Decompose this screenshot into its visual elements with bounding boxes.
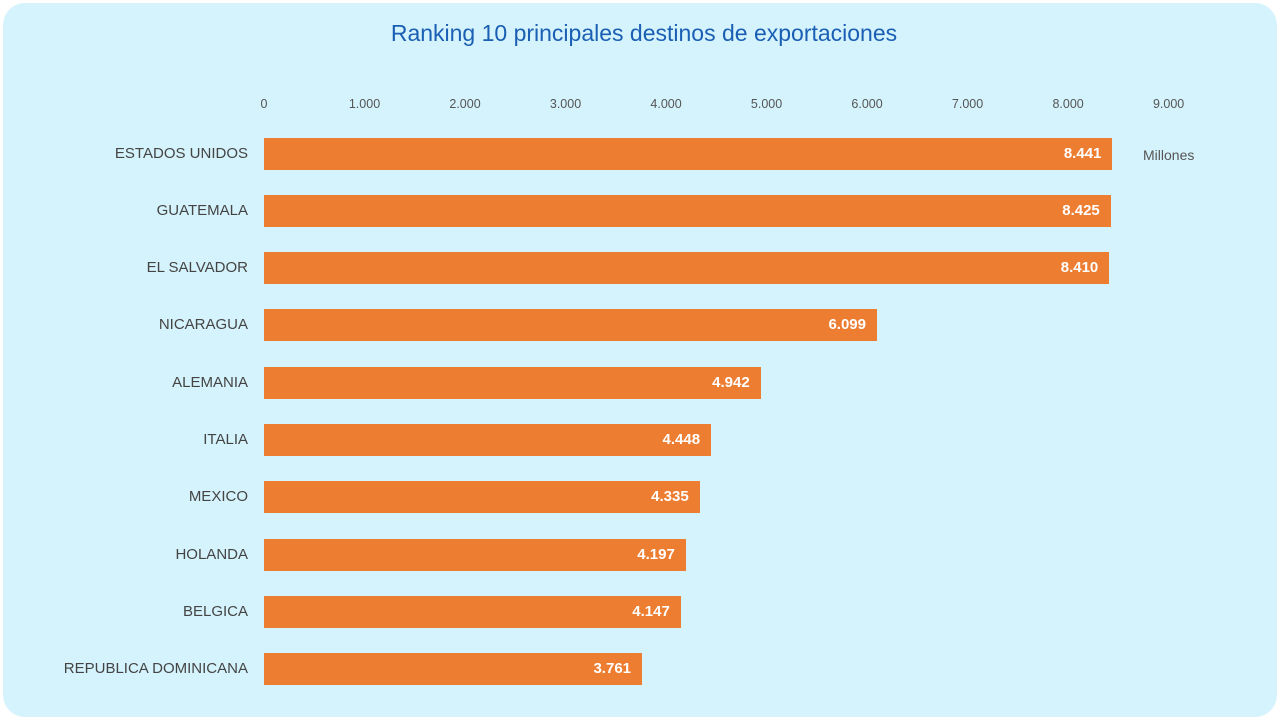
bar	[264, 194, 1111, 227]
category-label: ITALIA	[203, 431, 248, 449]
category-label: BELGICA	[182, 603, 248, 621]
bar	[264, 252, 1110, 285]
unit-label: Millones	[1143, 147, 1195, 163]
bar-value-label: 6.099	[828, 316, 866, 334]
x-tick-label: 0	[260, 97, 268, 111]
category-label: MEXICO	[188, 488, 248, 506]
bar	[264, 309, 877, 342]
x-tick-label: 7.000	[951, 97, 984, 111]
x-tick-label: 6.000	[851, 97, 883, 111]
bar-value-label: 4.335	[651, 488, 689, 506]
bar	[264, 137, 1113, 170]
chart-title: Ranking 10 principales destinos de expor…	[390, 20, 898, 46]
bar-value-label: 3.761	[593, 660, 632, 678]
category-label: EL SALVADOR	[146, 259, 248, 277]
bar-value-label: 4.197	[637, 545, 675, 563]
bar	[264, 424, 712, 457]
x-tick-label: 8.000	[1052, 97, 1084, 111]
x-tick-label: 2.000	[449, 97, 481, 111]
category-label: NICARAGUA	[158, 316, 248, 334]
category-label: ESTADOS UNIDOS	[114, 144, 248, 162]
x-tick-label: 3.000	[549, 97, 582, 111]
x-tick-label: 9.000	[1152, 97, 1185, 111]
bar	[264, 538, 686, 571]
category-label: GUATEMALA	[156, 201, 248, 219]
bar-value-label: 4.942	[712, 373, 750, 391]
bar-value-label: 8.410	[1060, 259, 1099, 277]
bar-value-label: 8.441	[1063, 144, 1102, 162]
bar	[264, 481, 700, 514]
x-tick-label: 1.000	[348, 97, 381, 111]
bar-value-label: 8.425	[1062, 201, 1100, 219]
x-tick-label: 4.000	[650, 97, 682, 111]
category-label: HOLANDA	[175, 545, 248, 563]
bar	[264, 596, 681, 629]
category-label: REPUBLICA DOMINICANA	[63, 660, 248, 678]
bar-value-label: 4.448	[662, 431, 701, 449]
bar	[264, 366, 761, 399]
bar-value-label: 4.147	[632, 603, 670, 621]
category-label: ALEMANIA	[172, 373, 248, 391]
x-tick-label: 5.000	[750, 97, 783, 111]
bar	[264, 653, 643, 686]
